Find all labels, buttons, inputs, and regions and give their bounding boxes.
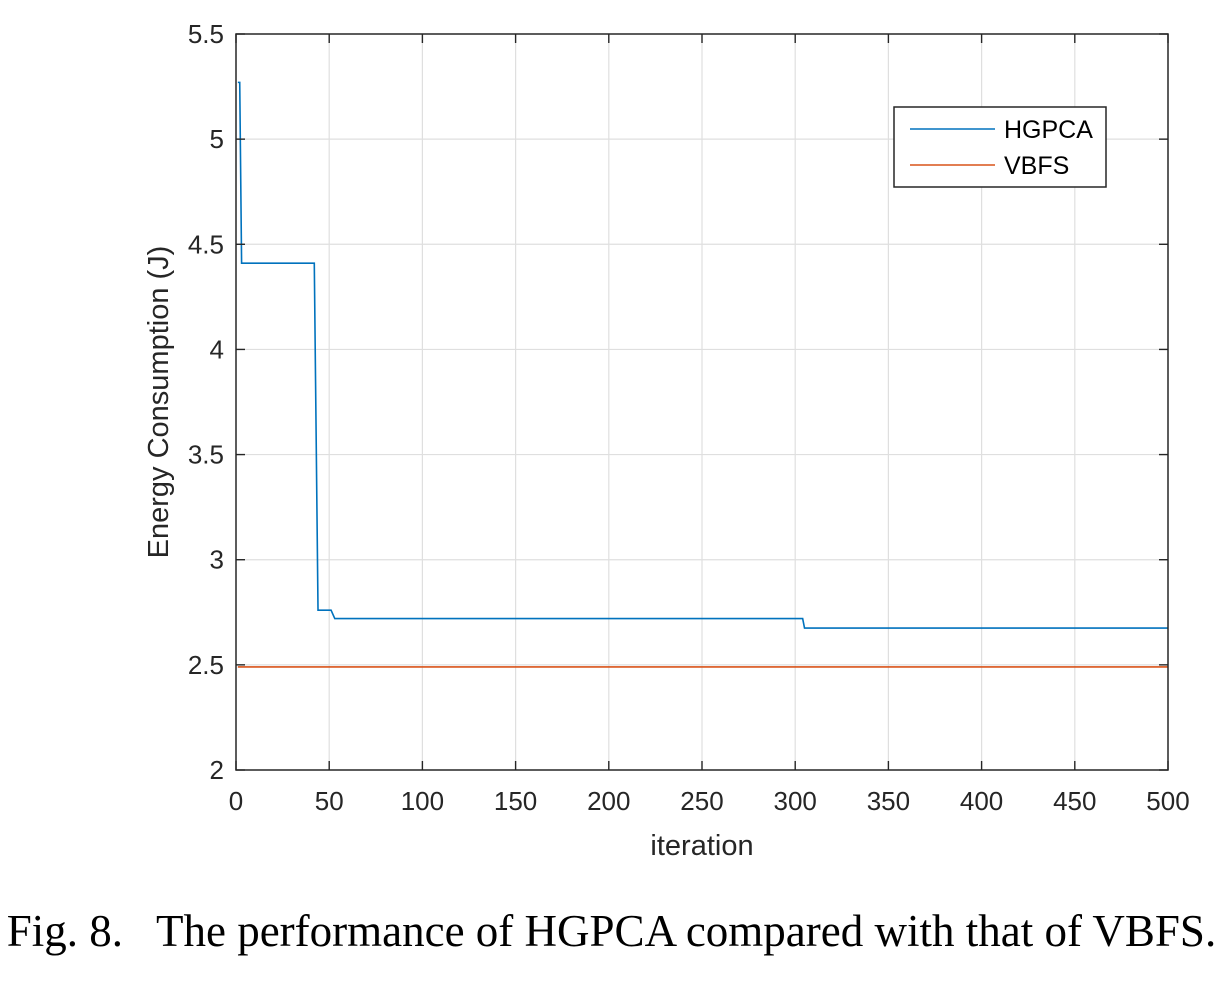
y-tick-label: 3.5 — [188, 440, 224, 470]
y-tick-label: 4.5 — [188, 229, 224, 259]
x-tick-label: 350 — [867, 786, 910, 816]
legend-label-hgpca: HGPCA — [1004, 116, 1093, 144]
y-tick-label: 5.5 — [188, 19, 224, 49]
legend-box — [893, 106, 1107, 188]
y-tick-labels: 2 2.5 3 3.5 4 4.5 5 5.5 — [188, 19, 224, 785]
y-tick-label: 4 — [210, 334, 224, 364]
x-tick-label: 250 — [680, 786, 723, 816]
x-tick-label: 300 — [774, 786, 817, 816]
x-tick-label: 150 — [494, 786, 537, 816]
x-tick-label: 500 — [1146, 786, 1189, 816]
ticks — [235, 33, 1169, 771]
y-axis-label: Energy Consumption (J) — [143, 246, 175, 559]
series-line-hgpca — [237, 81, 1168, 629]
x-tick-label: 200 — [587, 786, 630, 816]
x-tick-labels: 0 50 100 150 200 250 300 350 400 450 500 — [229, 786, 1190, 816]
figure-caption: Fig. 8. The performance of HGPCA compare… — [6, 906, 1217, 956]
x-tick-label: 100 — [401, 786, 444, 816]
y-tick-label: 2 — [210, 755, 224, 785]
legend-label-vbfs: VBFS — [1004, 152, 1069, 180]
x-tick-label: 50 — [315, 786, 344, 816]
legend: HGPCA VBFS — [893, 106, 1107, 188]
x-axis-label: iteration — [650, 830, 753, 862]
y-tick-label: 2.5 — [188, 650, 224, 680]
x-tick-label: 0 — [229, 786, 243, 816]
y-tick-label: 5 — [210, 124, 224, 154]
x-tick-label: 450 — [1053, 786, 1096, 816]
series-layer — [237, 81, 1168, 668]
chart: 0 50 100 150 200 250 300 350 400 450 500 2 2.5 3 3.5 4… — [143, 19, 1190, 862]
y-tick-label: 3 — [210, 545, 224, 575]
x-tick-label: 400 — [960, 786, 1003, 816]
